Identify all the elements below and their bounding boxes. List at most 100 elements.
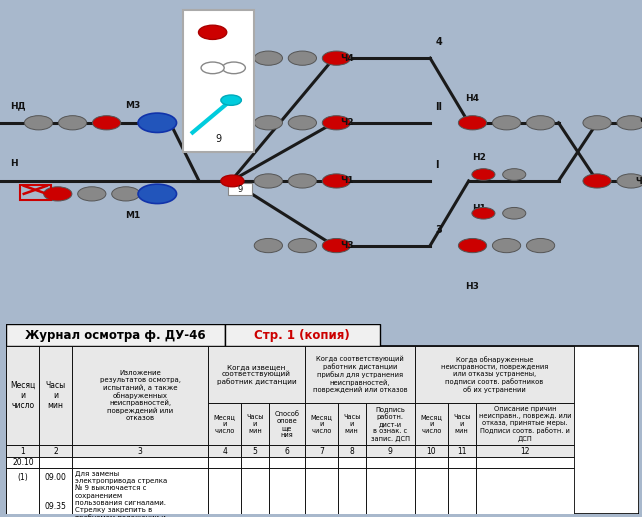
Text: Месяц
и
число: Месяц и число bbox=[10, 381, 35, 410]
Circle shape bbox=[617, 116, 642, 130]
FancyBboxPatch shape bbox=[208, 458, 241, 468]
Text: Н: Н bbox=[10, 159, 17, 168]
Circle shape bbox=[322, 116, 351, 130]
Text: 2: 2 bbox=[53, 447, 58, 455]
Circle shape bbox=[503, 207, 526, 219]
FancyBboxPatch shape bbox=[208, 445, 241, 458]
Text: Месяц
и
число: Месяц и число bbox=[310, 414, 333, 434]
Circle shape bbox=[458, 116, 487, 130]
FancyBboxPatch shape bbox=[269, 403, 305, 445]
Text: Месяц
и
число: Месяц и число bbox=[214, 414, 236, 434]
FancyBboxPatch shape bbox=[183, 10, 254, 152]
FancyBboxPatch shape bbox=[241, 458, 269, 468]
Text: М1: М1 bbox=[125, 211, 141, 220]
Circle shape bbox=[458, 238, 487, 253]
Circle shape bbox=[254, 116, 282, 130]
FancyBboxPatch shape bbox=[269, 445, 305, 458]
Circle shape bbox=[78, 187, 106, 201]
FancyBboxPatch shape bbox=[305, 468, 338, 514]
Circle shape bbox=[617, 174, 642, 188]
Text: 4: 4 bbox=[222, 447, 227, 455]
FancyBboxPatch shape bbox=[305, 458, 338, 468]
FancyBboxPatch shape bbox=[208, 468, 241, 514]
Circle shape bbox=[58, 116, 87, 130]
FancyBboxPatch shape bbox=[365, 445, 415, 458]
Text: (1): (1) bbox=[17, 473, 28, 481]
Circle shape bbox=[222, 62, 245, 74]
FancyBboxPatch shape bbox=[338, 445, 365, 458]
Circle shape bbox=[526, 238, 555, 253]
Text: Часы
и
мин: Часы и мин bbox=[46, 381, 66, 410]
Text: 1: 1 bbox=[21, 447, 25, 455]
FancyBboxPatch shape bbox=[305, 346, 415, 403]
FancyBboxPatch shape bbox=[6, 346, 639, 514]
Text: Когда обнаруженные
неисправности, повреждения
или отказы устранены,
подписи соот: Когда обнаруженные неисправности, повреж… bbox=[441, 356, 548, 393]
Circle shape bbox=[138, 113, 177, 132]
Circle shape bbox=[526, 116, 555, 130]
Text: Часы
и
мин: Часы и мин bbox=[453, 414, 471, 434]
FancyBboxPatch shape bbox=[338, 403, 365, 445]
FancyBboxPatch shape bbox=[365, 468, 415, 514]
Text: 10: 10 bbox=[426, 447, 436, 455]
Text: Ч: Ч bbox=[639, 118, 642, 127]
Text: М3: М3 bbox=[125, 101, 141, 110]
Circle shape bbox=[503, 169, 526, 180]
Text: Часы
и
мин: Часы и мин bbox=[246, 414, 264, 434]
Text: 4: 4 bbox=[435, 37, 442, 47]
Circle shape bbox=[583, 174, 611, 188]
FancyBboxPatch shape bbox=[415, 468, 448, 514]
Circle shape bbox=[322, 238, 351, 253]
FancyBboxPatch shape bbox=[269, 468, 305, 514]
Text: 12: 12 bbox=[520, 447, 530, 455]
FancyBboxPatch shape bbox=[415, 346, 575, 403]
FancyBboxPatch shape bbox=[448, 458, 476, 468]
Text: I: I bbox=[435, 160, 438, 170]
FancyBboxPatch shape bbox=[225, 324, 379, 346]
Text: Ч3: Ч3 bbox=[340, 241, 354, 250]
FancyBboxPatch shape bbox=[448, 468, 476, 514]
FancyBboxPatch shape bbox=[305, 445, 338, 458]
FancyBboxPatch shape bbox=[6, 445, 39, 458]
FancyBboxPatch shape bbox=[241, 445, 269, 458]
Circle shape bbox=[112, 187, 140, 201]
FancyBboxPatch shape bbox=[476, 403, 575, 445]
Text: 20.10: 20.10 bbox=[12, 458, 33, 467]
Text: Н4: Н4 bbox=[465, 95, 480, 103]
Text: Подпись
работн.
дист-и
в ознак. с
запис. ДСП: Подпись работн. дист-и в ознак. с запис.… bbox=[371, 406, 410, 442]
Text: ЧД: ЧД bbox=[636, 176, 642, 186]
Text: 3: 3 bbox=[138, 447, 143, 455]
Circle shape bbox=[288, 51, 317, 65]
Text: Для замены
электропривода стрелка
№ 9 выключается с
сохранением
пользования сигн: Для замены электропривода стрелка № 9 вы… bbox=[74, 470, 167, 517]
Circle shape bbox=[221, 175, 244, 187]
Text: 9: 9 bbox=[238, 185, 243, 193]
FancyBboxPatch shape bbox=[208, 346, 305, 403]
Text: Ч2: Ч2 bbox=[340, 118, 354, 127]
Circle shape bbox=[201, 62, 224, 74]
FancyBboxPatch shape bbox=[476, 468, 575, 514]
FancyBboxPatch shape bbox=[208, 403, 241, 445]
Circle shape bbox=[44, 187, 72, 201]
Circle shape bbox=[138, 184, 177, 204]
FancyBboxPatch shape bbox=[39, 346, 72, 445]
Circle shape bbox=[254, 51, 282, 65]
FancyBboxPatch shape bbox=[448, 403, 476, 445]
FancyBboxPatch shape bbox=[365, 458, 415, 468]
Circle shape bbox=[322, 174, 351, 188]
Text: Месяц
и
число: Месяц и число bbox=[421, 414, 442, 434]
FancyBboxPatch shape bbox=[39, 468, 72, 514]
Text: 6: 6 bbox=[284, 447, 290, 455]
Text: Описание причин
неисправн., поврежд. или
отказа, принятые меры.
Подписи соотв. р: Описание причин неисправн., поврежд. или… bbox=[479, 406, 571, 442]
FancyBboxPatch shape bbox=[39, 458, 72, 468]
Circle shape bbox=[92, 116, 121, 130]
FancyBboxPatch shape bbox=[338, 458, 365, 468]
Circle shape bbox=[472, 169, 495, 180]
FancyBboxPatch shape bbox=[72, 445, 208, 458]
Text: 11: 11 bbox=[457, 447, 467, 455]
FancyBboxPatch shape bbox=[448, 445, 476, 458]
FancyBboxPatch shape bbox=[305, 403, 338, 445]
Text: 9: 9 bbox=[215, 134, 221, 144]
Text: 09.35: 09.35 bbox=[45, 501, 67, 511]
Text: Ч1: Ч1 bbox=[340, 176, 354, 186]
Text: Часы
и
мин: Часы и мин bbox=[343, 414, 360, 434]
FancyBboxPatch shape bbox=[6, 468, 39, 514]
